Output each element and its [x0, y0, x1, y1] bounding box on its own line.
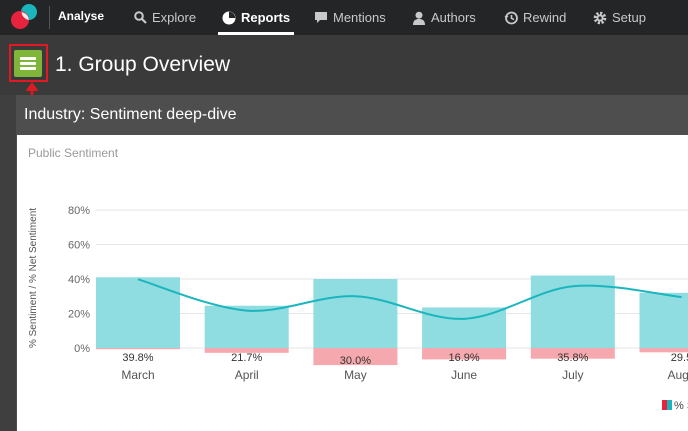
positive-bar — [530, 275, 615, 348]
positive-bar — [96, 277, 180, 348]
nav-authors-label: Authors — [431, 10, 476, 25]
y-tick-label: 80% — [68, 205, 90, 217]
nav-reports[interactable]: Reports — [217, 0, 295, 35]
negative-bar — [422, 348, 507, 360]
app-logo-icon[interactable] — [10, 3, 42, 31]
user-icon — [413, 11, 425, 25]
y-tick-label: 0% — [74, 343, 90, 355]
chart-card-title: Public Sentiment — [28, 146, 119, 160]
positive-bar — [313, 279, 398, 348]
data-label: 16.9% — [448, 352, 479, 364]
x-tick-label: March — [121, 368, 154, 382]
legend-swatch — [667, 400, 672, 410]
net-sentiment-line — [137, 278, 682, 320]
menu-button[interactable] — [14, 50, 42, 77]
negative-bar — [639, 348, 688, 353]
x-tick-label: June — [451, 368, 477, 382]
search-icon — [134, 11, 147, 24]
y-axis-label: % Sentiment / % Net Sentiment — [28, 208, 39, 348]
group-title: 1. Group Overview — [55, 53, 231, 76]
group-header — [0, 35, 688, 95]
nav-rewind-label: Rewind — [523, 10, 567, 25]
x-tick-label: April — [235, 368, 259, 382]
y-tick-label: 20% — [68, 309, 90, 321]
data-label: 35.8% — [557, 352, 588, 364]
menu-bar-icon — [20, 57, 36, 60]
y-tick-label: 60% — [68, 240, 90, 252]
menu-bar-icon — [20, 67, 36, 70]
nav-rewind[interactable]: Rewind — [504, 0, 566, 35]
top-navigation-bar: Analyse Explore Reports Mentions Authors… — [0, 0, 688, 35]
data-label: 30.0% — [340, 355, 371, 367]
x-tick-label: Augu — [667, 368, 688, 382]
nav-setup[interactable]: Setup — [593, 0, 646, 35]
x-tick-label: July — [562, 368, 583, 382]
negative-bar — [313, 348, 398, 366]
brand-divider — [49, 6, 50, 29]
nav-authors[interactable]: Authors — [412, 0, 476, 35]
data-label: 29.5 — [671, 352, 688, 364]
pie-chart-icon — [222, 11, 236, 24]
nav-explore-label: Explore — [152, 10, 197, 25]
legend-label: % S — [674, 400, 688, 412]
nav-mentions[interactable]: Mentions — [314, 0, 386, 35]
nav-reports-label: Reports — [241, 10, 291, 25]
negative-bar — [204, 348, 289, 353]
speech-bubble-icon — [315, 12, 327, 23]
x-tick-label: May — [344, 368, 367, 382]
y-tick-label: 40% — [68, 274, 90, 286]
data-label: 39.8% — [122, 352, 153, 364]
data-label: 21.7% — [231, 352, 262, 364]
menu-bar-icon — [20, 62, 36, 65]
nav-mentions-label: Mentions — [333, 10, 386, 25]
section-title: Industry: Sentiment deep-dive — [24, 106, 237, 123]
negative-bar — [96, 348, 180, 350]
negative-bar — [530, 348, 615, 359]
brand-label: Analyse — [58, 9, 105, 23]
gear-icon — [593, 11, 607, 24]
positive-bar — [204, 305, 289, 348]
nav-setup-label: Setup — [612, 10, 646, 25]
positive-bar — [639, 292, 688, 348]
legend-swatch — [662, 400, 667, 410]
nav-explore[interactable]: Explore — [134, 0, 196, 35]
history-icon — [504, 11, 518, 24]
menu-button-highlight — [9, 44, 48, 82]
